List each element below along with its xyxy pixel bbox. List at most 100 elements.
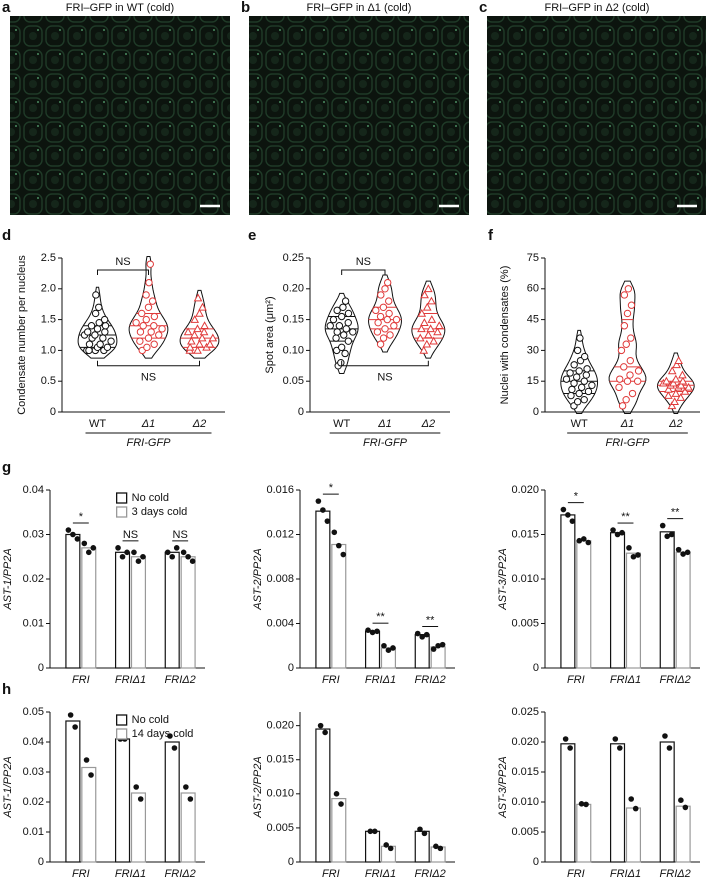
x-axis-label: FRI-GFP <box>363 437 408 449</box>
point <box>583 801 589 808</box>
sig-label: * <box>329 482 334 494</box>
point <box>369 629 376 636</box>
bar <box>315 728 331 863</box>
bar <box>576 803 592 863</box>
point <box>427 296 436 305</box>
x-tick-label: FRIΔ2 <box>165 868 196 880</box>
point <box>582 371 591 379</box>
point <box>142 291 150 299</box>
bar <box>609 532 626 669</box>
point <box>169 553 176 560</box>
point <box>142 315 150 324</box>
point <box>670 397 680 406</box>
point <box>580 377 588 385</box>
point <box>562 736 569 742</box>
point <box>85 340 94 348</box>
point <box>379 303 388 311</box>
point <box>662 733 668 739</box>
violin <box>411 280 446 359</box>
bar <box>315 510 331 669</box>
y-tick-label: 0.015 <box>511 766 539 778</box>
y-tick-label: 0 <box>50 406 56 418</box>
point <box>386 331 394 339</box>
y-tick-label: 1.5 <box>41 314 56 326</box>
point <box>374 628 380 635</box>
point <box>678 376 688 385</box>
point <box>392 315 401 324</box>
point <box>197 333 207 342</box>
x-tick-label: FRI <box>322 868 340 880</box>
point <box>429 336 439 345</box>
point <box>187 796 194 802</box>
y-axis-label: AST-1/PP2A <box>2 548 14 610</box>
point <box>135 558 142 564</box>
point <box>131 549 137 556</box>
point <box>155 331 163 339</box>
bar <box>114 738 131 863</box>
point <box>632 805 639 812</box>
bar <box>331 797 347 863</box>
point <box>133 784 140 790</box>
point <box>376 312 385 321</box>
bar <box>164 551 180 669</box>
point <box>684 382 693 391</box>
x-tick-label: FRIΔ1 <box>610 674 641 686</box>
point <box>344 337 353 345</box>
point <box>678 797 684 803</box>
point <box>180 549 187 556</box>
point <box>132 318 140 327</box>
bar <box>130 556 147 669</box>
y-tick-label: 0.10 <box>283 344 304 356</box>
bar <box>81 547 97 669</box>
point <box>626 356 634 365</box>
point <box>575 367 583 375</box>
point <box>420 318 429 326</box>
point <box>381 642 387 649</box>
point <box>674 356 683 364</box>
point <box>338 801 344 807</box>
y-tick-label: 45 <box>527 314 539 326</box>
point <box>617 346 626 355</box>
point <box>144 303 153 311</box>
point <box>630 553 637 560</box>
point <box>189 558 196 564</box>
point <box>568 385 576 394</box>
point <box>193 324 202 333</box>
point <box>383 842 390 848</box>
legend-label: No cold <box>132 492 169 504</box>
y-tick-label: 0.004 <box>266 617 294 629</box>
point <box>439 641 446 648</box>
point <box>183 784 189 790</box>
point <box>668 531 675 538</box>
point <box>671 388 681 397</box>
point <box>342 325 350 333</box>
point <box>146 260 154 268</box>
point <box>339 303 347 311</box>
y-axis-label: Condensate number per nucleus <box>16 255 28 415</box>
x-tick-label: FRIΔ1 <box>365 868 396 880</box>
micrograph <box>487 16 706 215</box>
y-tick-label: 0.015 <box>266 754 294 766</box>
micrograph <box>10 16 230 215</box>
point <box>627 301 636 309</box>
y-tick-label: 0.020 <box>266 720 294 732</box>
point <box>620 291 629 299</box>
point <box>315 498 322 504</box>
point <box>426 324 435 333</box>
y-tick-label: 0.025 <box>511 706 539 718</box>
point <box>566 369 574 377</box>
bar <box>331 543 347 669</box>
point <box>139 322 147 330</box>
point <box>349 328 357 336</box>
point <box>85 549 92 556</box>
point <box>383 315 391 324</box>
y-tick-label: 2.0 <box>41 283 56 295</box>
point <box>150 322 158 330</box>
point <box>137 796 144 802</box>
x-tick-label: Δ2 <box>192 418 207 430</box>
point <box>103 343 112 352</box>
point <box>333 328 341 336</box>
point <box>341 297 350 305</box>
point <box>147 328 155 336</box>
point <box>634 367 643 375</box>
